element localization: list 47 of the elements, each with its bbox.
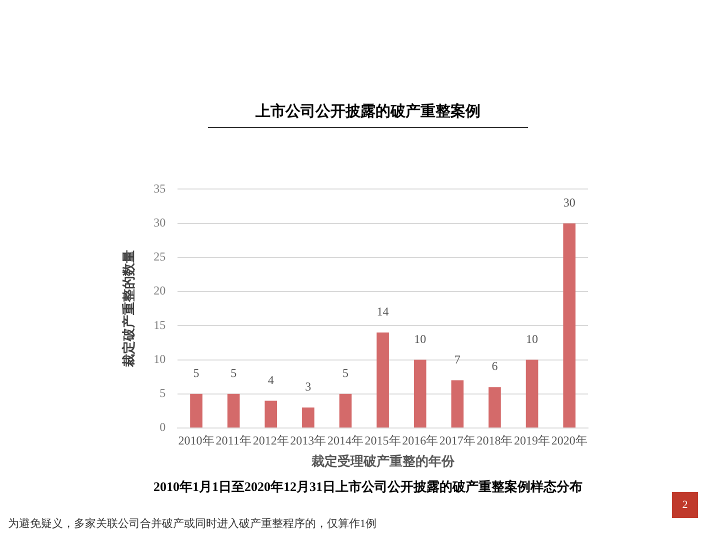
bar bbox=[488, 387, 501, 428]
x-tick-label: 2012年 bbox=[252, 433, 289, 448]
bar bbox=[451, 380, 464, 428]
data-label: 10 bbox=[414, 332, 426, 346]
bar bbox=[302, 408, 314, 428]
bar bbox=[563, 223, 576, 428]
x-axis-title: 裁定受理破产重整的年份 bbox=[310, 454, 456, 469]
data-label: 4 bbox=[268, 372, 274, 387]
y-axis-title: 裁定破产重整的数量 bbox=[121, 250, 136, 368]
y-tick-label: 25 bbox=[154, 250, 166, 264]
data-label: 10 bbox=[526, 332, 538, 346]
bar bbox=[264, 400, 278, 428]
x-tick-label: 2017年 bbox=[439, 433, 476, 448]
bar bbox=[339, 394, 352, 428]
bar bbox=[526, 360, 538, 428]
chart-title: 上市公司公开披露的破产重整案例 bbox=[208, 102, 528, 128]
data-label: 5 bbox=[193, 366, 200, 380]
data-label: 3 bbox=[305, 380, 312, 394]
x-tick-label: 2016年 bbox=[402, 433, 438, 448]
y-tick-label: 35 bbox=[154, 181, 166, 196]
bar bbox=[376, 332, 389, 428]
bar bbox=[190, 394, 202, 428]
x-tick-label: 2014年 bbox=[327, 433, 364, 448]
x-tick-label: 2011年 bbox=[216, 433, 252, 448]
data-label: 30 bbox=[563, 195, 576, 210]
y-tick-label: 30 bbox=[154, 215, 166, 230]
data-label: 6 bbox=[492, 359, 498, 374]
y-tick-label: 5 bbox=[160, 386, 166, 400]
bar bbox=[227, 394, 240, 428]
data-label: 5 bbox=[342, 366, 348, 380]
data-label: 7 bbox=[454, 352, 460, 366]
x-tick-label: 2018年 bbox=[476, 433, 513, 448]
x-tick-label: 2015年 bbox=[364, 433, 401, 448]
text: 为避免疑义，多家关联公司合并破产或同时进入破产重整程序的，仅算作1例 bbox=[8, 516, 376, 531]
y-tick-label: 10 bbox=[154, 352, 166, 366]
x-tick-label: 2020年 bbox=[551, 433, 588, 448]
bar bbox=[414, 360, 426, 428]
x-tick-label: 2019年 bbox=[514, 433, 550, 448]
y-tick-label: 20 bbox=[154, 284, 166, 298]
y-tick-label: 0 bbox=[160, 420, 166, 434]
x-tick-label: 2010年 bbox=[178, 433, 214, 448]
text: 2010年1月1日至2020年12月31日上市公司公开披露的破产重整案例样态分布 bbox=[152, 478, 584, 496]
x-tick-label: 2013年 bbox=[290, 433, 326, 448]
data-label: 5 bbox=[230, 366, 237, 380]
y-tick-label: 15 bbox=[154, 318, 166, 332]
text: 2 bbox=[672, 492, 698, 518]
data-label: 14 bbox=[376, 304, 389, 319]
